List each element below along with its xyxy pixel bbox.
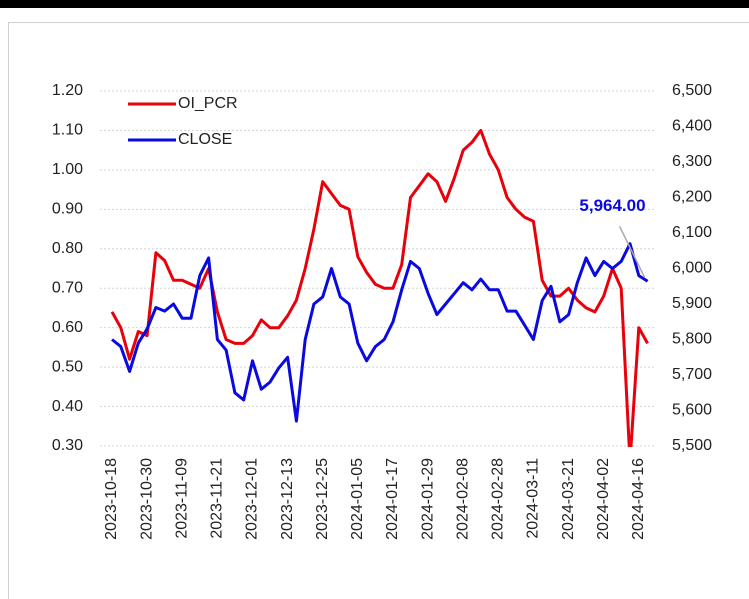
x-tick-label: 2024-04-02 (595, 458, 612, 540)
data-label: 5,964.00 (579, 196, 645, 215)
y2-tick-label: 6,200 (672, 189, 712, 206)
y-tick-label: 0.70 (52, 279, 83, 296)
y-tick-label: 0.60 (52, 319, 83, 336)
y-tick-label: 0.50 (52, 358, 83, 375)
x-tick-label: 2024-03-11 (525, 458, 542, 539)
y2-tick-label: 6,500 (672, 82, 712, 99)
x-tick-label: 2024-02-28 (490, 458, 507, 540)
annotation-leader (618, 225, 646, 278)
y-tick-label: 1.10 (52, 122, 83, 139)
y-tick-label: 0.30 (52, 437, 83, 454)
x-tick-label: 2023-10-30 (138, 458, 155, 540)
y2-tick-label: 6,300 (672, 153, 712, 170)
y-tick-label: 0.90 (52, 201, 83, 218)
x-tick-label: 2023-10-18 (103, 458, 120, 540)
chart-frame (8, 22, 749, 599)
y2-tick-label: 5,800 (672, 331, 712, 348)
y2-tick-label: 5,700 (672, 366, 712, 383)
x-tick-label: 2024-02-08 (454, 458, 471, 540)
y2-tick-label: 6,100 (672, 224, 712, 241)
x-tick-label: 2023-12-25 (314, 458, 331, 540)
y2-tick-label: 6,000 (672, 260, 712, 277)
x-tick-label: 2024-01-05 (349, 458, 366, 540)
x-tick-label: 2024-03-21 (560, 458, 577, 540)
x-tick-label: 2023-11-21 (209, 458, 226, 539)
y-tick-label: 0.80 (52, 240, 83, 257)
series-line (111, 242, 649, 423)
y2-tick-label: 5,500 (672, 437, 712, 454)
x-tick-label: 2023-11-09 (173, 458, 190, 539)
series-line (110, 128, 649, 447)
x-tick-label: 2023-12-01 (244, 458, 261, 540)
x-tick-label: 2024-01-29 (419, 458, 436, 540)
top-border (0, 0, 749, 8)
y-tick-label: 1.00 (52, 161, 83, 178)
y-tick-label: 1.20 (52, 82, 83, 99)
plot-area (110, 128, 649, 447)
x-tick-label: 2023-12-13 (279, 458, 296, 540)
y2-tick-label: 5,900 (672, 295, 712, 312)
y2-tick-label: 6,400 (672, 118, 712, 135)
x-tick-label: 2024-04-16 (630, 458, 647, 540)
legend-label: OI_PCR (178, 95, 238, 112)
x-tick-label: 2024-01-17 (384, 458, 401, 540)
y2-tick-label: 5,600 (672, 402, 712, 419)
legend-label: CLOSE (178, 131, 232, 148)
y-tick-label: 0.40 (52, 398, 83, 415)
